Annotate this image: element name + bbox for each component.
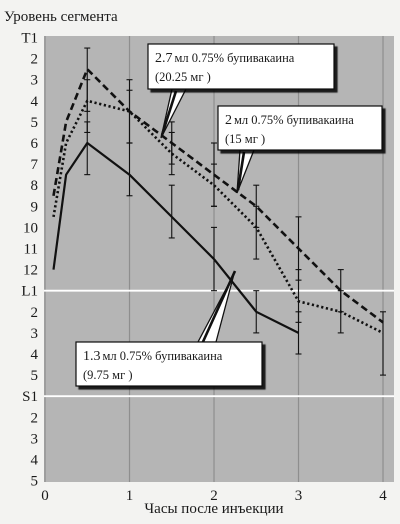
callout-drug: мл 0.75% бупивакаина — [175, 51, 295, 65]
x-tick-label: 2 — [210, 488, 218, 504]
x-tick-label: 3 — [295, 488, 303, 504]
y-tick-label: 11 — [24, 242, 38, 258]
callout-pointer-shade — [200, 270, 237, 345]
series-line-dashed — [52, 67, 384, 324]
callout-box: 2 мл 0.75% бупивакаина (15 мг ) — [217, 105, 383, 151]
callout-mass-line: (20.25 мг ) — [155, 70, 211, 84]
y-tick-label: 3 — [31, 431, 39, 447]
y-tick-label: 3 — [31, 326, 39, 342]
x-tick-label: 4 — [379, 488, 387, 504]
callout-drug: мл 0.75% бупивакаина — [103, 349, 223, 363]
x-axis-title: Часы после инъекции — [144, 501, 283, 517]
series-line-solid — [52, 141, 299, 334]
y-tick-label: 4 — [31, 453, 39, 469]
y-tick-label: 2 — [31, 52, 39, 68]
y-tick-label: 7 — [31, 157, 39, 173]
callout-dose-line: 1.3 мл 0.75% бупивакаина — [83, 349, 223, 364]
y-tick-label: 4 — [31, 94, 39, 110]
callout-box: 2.7 мл 0.75% бупивакаина (20.25 мг ) — [147, 43, 335, 90]
callout-box: 1.3 мл 0.75% бупивакаина (9.75 мг ) — [75, 341, 263, 387]
y-axis-title: Уровень сегмента — [4, 9, 118, 25]
callout-pointer-shade — [236, 151, 246, 191]
y-tick-label: 3 — [31, 73, 39, 89]
callout-pointer-shade — [160, 90, 178, 136]
callout-drug: мл 0.75% бупивакаина — [234, 113, 354, 127]
callouts: 2.7 мл 0.75% бупивакаина(20.25 мг )2 мл 0.… — [75, 43, 383, 387]
y-tick-label: 5 — [31, 368, 39, 384]
callout-dose-line: 2.7 мл 0.75% бупивакаина — [155, 51, 295, 66]
y-tick-label: 2 — [31, 305, 39, 321]
y-tick-label: 5 — [31, 474, 39, 490]
callout-volume: 2 — [225, 113, 232, 128]
y-tick-label: 4 — [31, 347, 39, 363]
x-tick-label: 1 — [126, 488, 134, 504]
y-tick-label: 2 — [31, 410, 39, 426]
y-tick-label: 6 — [31, 136, 39, 152]
callout-frame — [75, 341, 263, 387]
y-tick-label: T1 — [21, 31, 38, 47]
callout-mass-line: (15 мг ) — [225, 132, 265, 146]
y-tick-label: 10 — [23, 220, 38, 236]
y-tick-label: 9 — [31, 199, 39, 215]
y-tick-labels: T1 2 3 4 5 6 7 8 9 10 11 12 L1 2 3 4 5 S1 2 3 4 5 — [21, 31, 38, 490]
callout-mass-line: (9.75 мг ) — [83, 368, 133, 382]
callout-volume: 1.3 — [83, 349, 101, 364]
series-lines — [52, 67, 384, 335]
y-tick-label: S1 — [22, 389, 38, 405]
callout-frame — [147, 43, 335, 90]
callout-volume: 2.7 — [155, 51, 173, 66]
y-tick-label: 5 — [31, 115, 39, 131]
callout-dose-line: 2 мл 0.75% бупивакаина — [225, 113, 354, 128]
x-tick-label: 0 — [41, 488, 49, 504]
x-tick-labels: 0 1 2 3 4 — [41, 488, 387, 504]
y-tick-label: 8 — [31, 178, 39, 194]
y-tick-label: L1 — [21, 284, 38, 300]
y-tick-label: 12 — [23, 263, 38, 279]
callout-pointers — [160, 88, 255, 345]
callout-frame — [217, 105, 383, 151]
